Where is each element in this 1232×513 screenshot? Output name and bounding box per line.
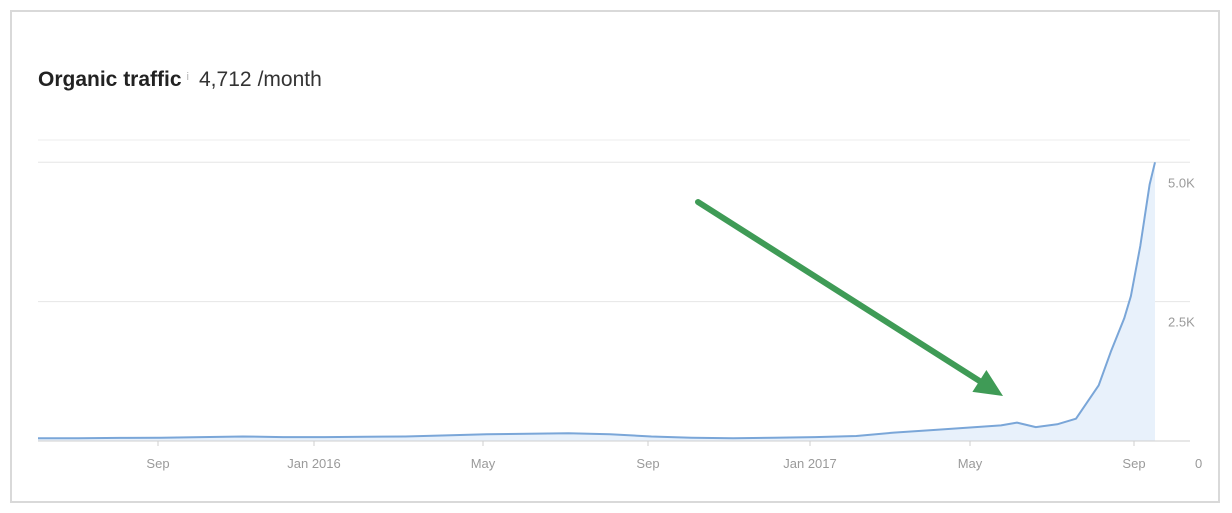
annotation-arrow-head [972,370,1003,396]
y-tick-label: 5.0K [1168,175,1195,190]
x-tick-label: Sep [146,456,169,471]
info-icon[interactable]: i [186,71,189,83]
y-tick-label: 0 [1195,456,1202,471]
x-tick-label: Sep [636,456,659,471]
traffic-unit: /month [257,68,322,91]
x-tick-label: May [958,456,983,471]
annotation-arrow-shaft [695,199,992,390]
chart-card [10,10,1220,503]
chart-header: Organic traffic i 4,712 /month [38,68,322,100]
chart-title: Organic traffic [38,68,182,91]
x-tick-label: Sep [1122,456,1145,471]
series-line [38,162,1156,440]
x-tick-label: Jan 2016 [287,456,341,471]
x-tick-label: May [471,456,496,471]
y-tick-label: 2.5K [1168,315,1195,330]
traffic-value: 4,712 [199,68,252,91]
x-tick-label: Jan 2017 [783,456,837,471]
